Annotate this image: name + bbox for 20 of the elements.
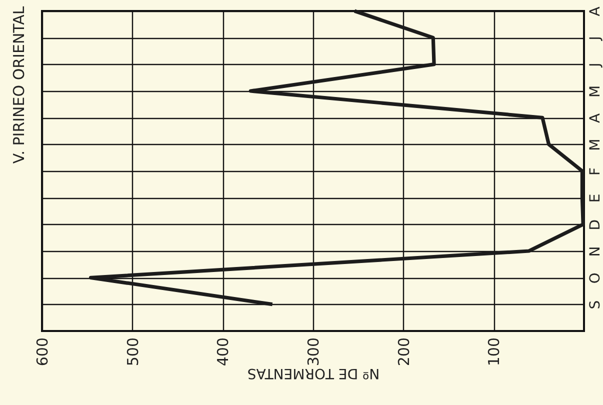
y-tick-label: A: [588, 112, 603, 123]
x-tick-label: 500: [124, 338, 142, 366]
y-tick-label: F: [588, 167, 603, 176]
y-tick-label: S: [588, 300, 603, 310]
y-tick-label: M: [588, 85, 603, 98]
x-tick-label: 600: [34, 338, 52, 366]
x-axis-title: Nº DE TORMENTAS: [247, 365, 380, 382]
x-tick-label: 100: [485, 338, 504, 366]
x-tick-label: 400: [214, 338, 232, 366]
y-tick-label: M: [588, 138, 603, 151]
x-tick-label: 200: [394, 338, 413, 366]
y-tick-label: O: [588, 272, 603, 284]
y-tick-label: J: [588, 62, 603, 68]
y-tick-label: A: [588, 6, 603, 16]
text: V. PIRINEO ORIENTAL: [10, 6, 28, 164]
y-tick-label: E: [588, 194, 603, 203]
y-tick-label: D: [588, 219, 603, 230]
y-tick-label: N: [588, 246, 603, 257]
x-tick-label: 300: [304, 338, 322, 366]
y-tick-label: J: [588, 36, 603, 42]
